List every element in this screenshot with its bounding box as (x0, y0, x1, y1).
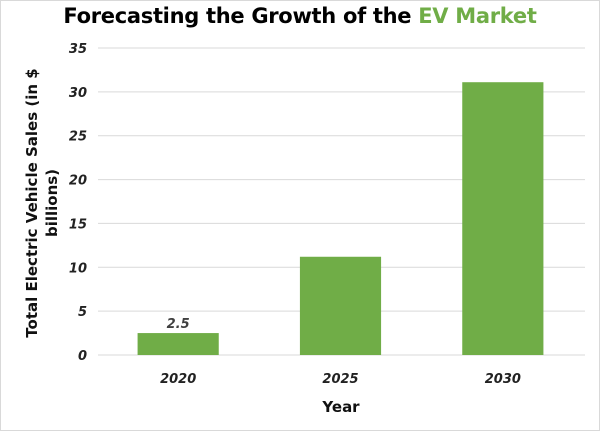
x-tick-label: 2020 (160, 372, 196, 387)
y-tick-label: 0 (78, 349, 87, 364)
x-tick-label: 2025 (322, 372, 358, 387)
data-labels: 2.5 (167, 317, 190, 332)
x-axis-title: Year (321, 398, 360, 416)
y-axis-title-line-2: billions) (43, 169, 61, 237)
y-tick-label: 25 (69, 130, 87, 145)
x-tick-label: 2030 (485, 372, 521, 387)
y-axis-title: Total Electric Vehicle Sales (in $ billi… (23, 68, 61, 337)
y-axis-ticks: 0 5 10 15 20 25 30 35 (69, 42, 87, 364)
bar-2025 (299, 256, 382, 355)
y-tick-label: 30 (69, 86, 87, 101)
x-axis-ticks: 2020 2025 2030 (160, 372, 521, 387)
chart-title-main: Forecasting the Growth of the (63, 4, 419, 28)
y-tick-label: 10 (69, 261, 87, 276)
bars (137, 82, 544, 356)
data-label: 2.5 (167, 317, 190, 332)
y-axis-title-line-1: Total Electric Vehicle Sales (in $ (23, 68, 41, 337)
y-tick-label: 5 (78, 305, 87, 320)
y-tick-label: 20 (69, 174, 87, 189)
y-tick-label: 35 (69, 42, 87, 57)
chart-title-accent: EV Market (418, 4, 537, 28)
y-tick-label: 15 (69, 217, 87, 232)
bar-2030 (462, 82, 544, 356)
chart-title: Forecasting the Growth of the EV Market (0, 4, 600, 28)
bar-2020 (137, 333, 219, 355)
